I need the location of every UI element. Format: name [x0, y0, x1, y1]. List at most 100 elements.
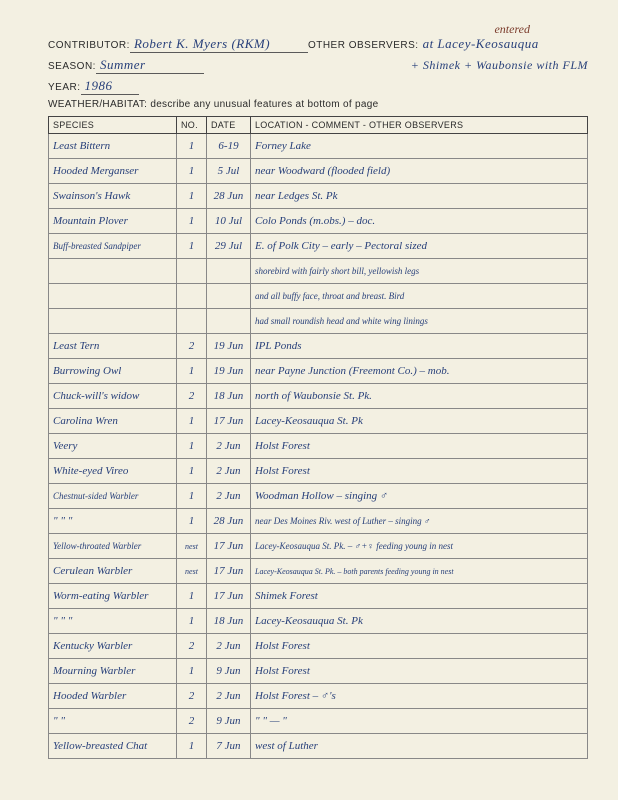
table-row: Yellow-throated Warblernest17 JunLacey-K… [49, 534, 588, 559]
cell-species: Kentucky Warbler [49, 634, 177, 659]
cell-location: Lacey-Keosauqua St. Pk [251, 609, 588, 634]
cell-species: Hooded Warbler [49, 684, 177, 709]
observations-table: SPECIES NO. DATE LOCATION - COMMENT - OT… [48, 116, 588, 759]
cell-no: 1 [177, 359, 207, 384]
table-row: and all buffy face, throat and breast. B… [49, 284, 588, 309]
scanned-form-page: entered CONTRIBUTOR: Robert K. Myers (RK… [0, 0, 618, 800]
cell-location: " " — " [251, 709, 588, 734]
season-value: Summer [96, 57, 204, 74]
cell-date: 9 Jun [207, 709, 251, 734]
cell-date: 18 Jun [207, 609, 251, 634]
cell-location: and all buffy face, throat and breast. B… [251, 284, 588, 309]
cell-no: 2 [177, 684, 207, 709]
cell-location: Colo Ponds (m.obs.) – doc. [251, 209, 588, 234]
year-label: YEAR: [48, 82, 81, 93]
cell-species: Veery [49, 434, 177, 459]
cell-date: 9 Jun [207, 659, 251, 684]
cell-date: 7 Jun [207, 734, 251, 759]
cell-no: 1 [177, 609, 207, 634]
cell-species [49, 309, 177, 334]
cell-location: Holst Forest [251, 459, 588, 484]
cell-species: Mountain Plover [49, 209, 177, 234]
table-row: Cerulean Warblernest17 JunLacey-Keosauqu… [49, 559, 588, 584]
table-row: Burrowing Owl119 Junnear Payne Junction … [49, 359, 588, 384]
cell-species: Least Bittern [49, 134, 177, 159]
header-line-2: SEASON: Summer + Shimek + Waubonsie with… [48, 57, 588, 74]
cell-location: had small roundish head and white wing l… [251, 309, 588, 334]
cell-location: Shimek Forest [251, 584, 588, 609]
cell-location: Lacey-Keosauqua St. Pk. – both parents f… [251, 559, 588, 584]
table-row: Mourning Warbler19 JunHolst Forest [49, 659, 588, 684]
table-row: " "29 Jun " " — " [49, 709, 588, 734]
table-row: Least Tern219 JunIPL Ponds [49, 334, 588, 359]
cell-species [49, 284, 177, 309]
cell-location: IPL Ponds [251, 334, 588, 359]
cell-date: 5 Jul [207, 159, 251, 184]
cell-no: 2 [177, 384, 207, 409]
cell-no: 1 [177, 584, 207, 609]
table-header-row: SPECIES NO. DATE LOCATION - COMMENT - OT… [49, 117, 588, 134]
table-row: White-eyed Vireo12 JunHolst Forest [49, 459, 588, 484]
col-date: DATE [207, 117, 251, 134]
cell-no [177, 284, 207, 309]
season-label: SEASON: [48, 61, 96, 72]
cell-species: Yellow-breasted Chat [49, 734, 177, 759]
table-row: Veery12 JunHolst Forest [49, 434, 588, 459]
cell-species: Hooded Merganser [49, 159, 177, 184]
cell-date: 2 Jun [207, 484, 251, 509]
table-row: Chestnut-sided Warbler12 JunWoodman Holl… [49, 484, 588, 509]
cell-no: 1 [177, 159, 207, 184]
table-row: Kentucky Warbler22 JunHolst Forest [49, 634, 588, 659]
cell-location: west of Luther [251, 734, 588, 759]
cell-no: 1 [177, 234, 207, 259]
cell-location: near Des Moines Riv. west of Luther – si… [251, 509, 588, 534]
table-row: " " "128 Junnear Des Moines Riv. west of… [49, 509, 588, 534]
entered-annotation: entered [494, 22, 530, 37]
cell-location: Lacey-Keosauqua St. Pk [251, 409, 588, 434]
cell-location: Holst Forest [251, 659, 588, 684]
cell-no: 1 [177, 434, 207, 459]
cell-species: Burrowing Owl [49, 359, 177, 384]
table-row: Hooded Warbler22 JunHolst Forest – ♂'s [49, 684, 588, 709]
cell-location: near Ledges St. Pk [251, 184, 588, 209]
cell-no: 1 [177, 459, 207, 484]
col-location: LOCATION - COMMENT - OTHER OBSERVERS [251, 117, 588, 134]
cell-species: " " " [49, 509, 177, 534]
cell-no: 1 [177, 734, 207, 759]
cell-location: Holst Forest [251, 434, 588, 459]
cell-no [177, 259, 207, 284]
cell-no: 1 [177, 134, 207, 159]
table-row: Swainson's Hawk128 Junnear Ledges St. Pk [49, 184, 588, 209]
cell-date [207, 309, 251, 334]
cell-no: 2 [177, 709, 207, 734]
cell-location: Lacey-Keosauqua St. Pk. – ♂+♀ feeding yo… [251, 534, 588, 559]
cell-species: Mourning Warbler [49, 659, 177, 684]
cell-date: 19 Jun [207, 334, 251, 359]
cell-location: near Payne Junction (Freemont Co.) – mob… [251, 359, 588, 384]
cell-date: 17 Jun [207, 584, 251, 609]
cell-species: White-eyed Vireo [49, 459, 177, 484]
cell-date: 28 Jun [207, 509, 251, 534]
observers-value-1: at Lacey-Keosauqua [419, 36, 557, 52]
observers-value-2: + Shimek + Waubonsie with FLM [411, 58, 588, 73]
cell-species: Chestnut-sided Warbler [49, 484, 177, 509]
cell-species: Swainson's Hawk [49, 184, 177, 209]
cell-location: Holst Forest – ♂'s [251, 684, 588, 709]
table-row: Mountain Plover110 JulColo Ponds (m.obs.… [49, 209, 588, 234]
table-row: Yellow-breasted Chat17 Junwest of Luther [49, 734, 588, 759]
cell-species [49, 259, 177, 284]
col-no: NO. [177, 117, 207, 134]
cell-species: Least Tern [49, 334, 177, 359]
table-row: Hooded Merganser15 Julnear Woodward (flo… [49, 159, 588, 184]
contributor-label: CONTRIBUTOR: [48, 40, 130, 51]
cell-date: 2 Jun [207, 434, 251, 459]
table-row: Worm-eating Warbler117 JunShimek Forest [49, 584, 588, 609]
table-row: had small roundish head and white wing l… [49, 309, 588, 334]
cell-species: Yellow-throated Warbler [49, 534, 177, 559]
weather-line: WEATHER/HABITAT: describe any unusual fe… [48, 99, 588, 110]
cell-date [207, 259, 251, 284]
cell-species: " " [49, 709, 177, 734]
year-value: 1986 [81, 78, 139, 95]
table-row: shorebird with fairly short bill, yellow… [49, 259, 588, 284]
cell-date: 2 Jun [207, 684, 251, 709]
